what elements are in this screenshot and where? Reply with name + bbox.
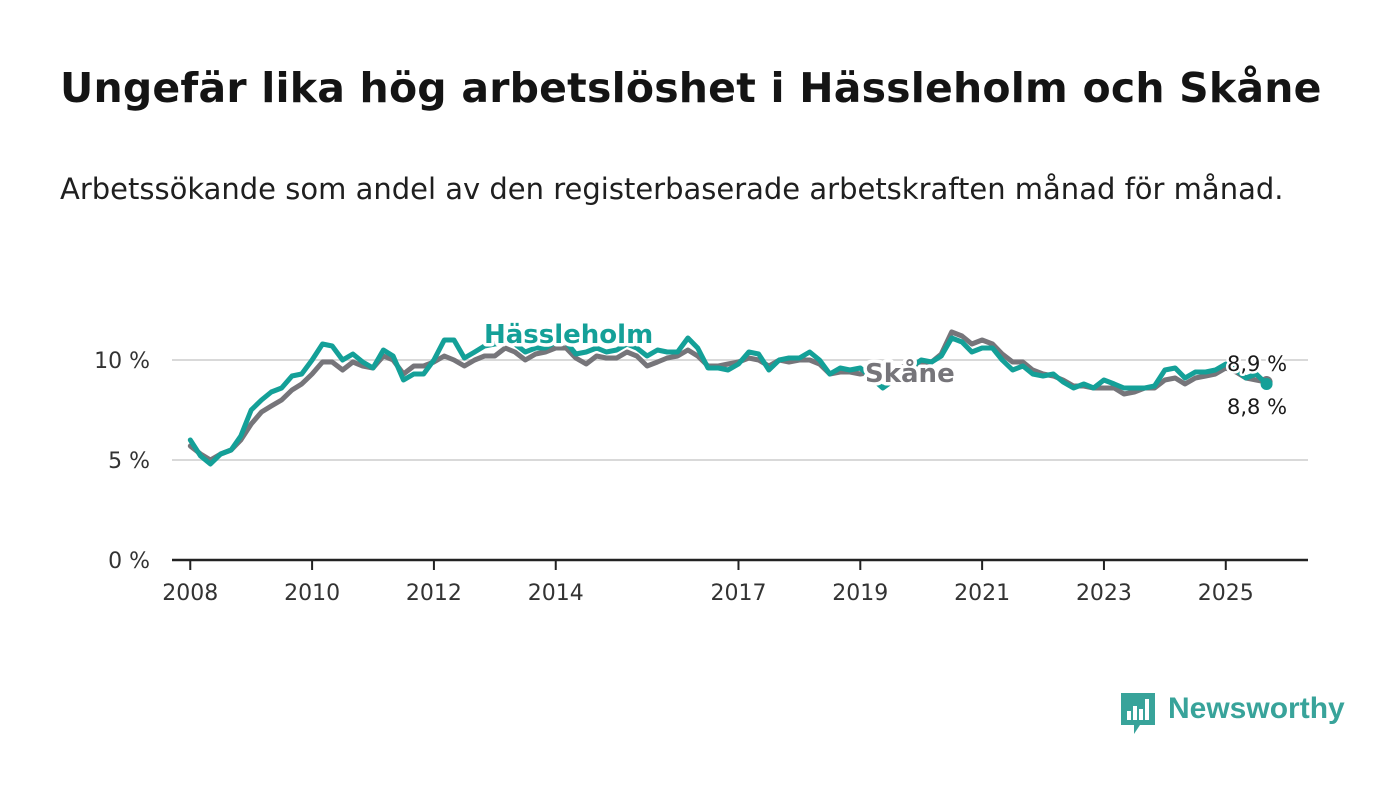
x-tick-label: 2017 — [710, 581, 766, 606]
chart-labels: Hässleholm Skåne 8,9 % 8,8 % — [481, 317, 1290, 422]
end-label-skane: 8,9 % — [1227, 352, 1287, 376]
series-label-skane: Skåne — [865, 357, 955, 389]
x-tick-label: 2025 — [1198, 581, 1254, 606]
newsworthy-logo: Newsworthy — [1118, 690, 1348, 738]
x-tick-label: 2010 — [284, 581, 340, 606]
x-tick-label: 2021 — [954, 581, 1010, 606]
chart-title: Ungefär lika hög arbetslöshet i Hässleho… — [60, 64, 1322, 112]
series-label-hassleholm: Hässleholm — [484, 320, 653, 350]
series-line-h-ssleholm — [187, 335, 1270, 467]
end-label-hassleholm: 8,8 % — [1227, 395, 1287, 419]
x-tick-label: 2023 — [1076, 581, 1132, 606]
series-end-point-h-ssleholm — [1260, 378, 1273, 390]
y-tick-label: 0 % — [108, 549, 150, 574]
x-tick-label: 2008 — [162, 581, 218, 606]
series-lines — [187, 329, 1273, 467]
chart-subtitle: Arbetssökande som andel av den registerb… — [60, 172, 1284, 206]
x-tick-label: 2019 — [832, 581, 888, 606]
x-tick-label: 2012 — [406, 581, 462, 606]
y-tick-label: 5 % — [108, 449, 150, 474]
bar-chart-icon — [1121, 693, 1155, 734]
x-tick-label: 2014 — [528, 581, 584, 606]
x-axis: 2008 2010 2012 2014 2017 2019 2021 2023 2025 — [162, 558, 1308, 606]
y-tick-label: 10 % — [94, 349, 150, 374]
gridlines: 0 % 5 % 10 % — [94, 349, 1308, 574]
series-line-sk-ne — [187, 329, 1270, 463]
brand-name: Newsworthy — [1168, 692, 1345, 725]
